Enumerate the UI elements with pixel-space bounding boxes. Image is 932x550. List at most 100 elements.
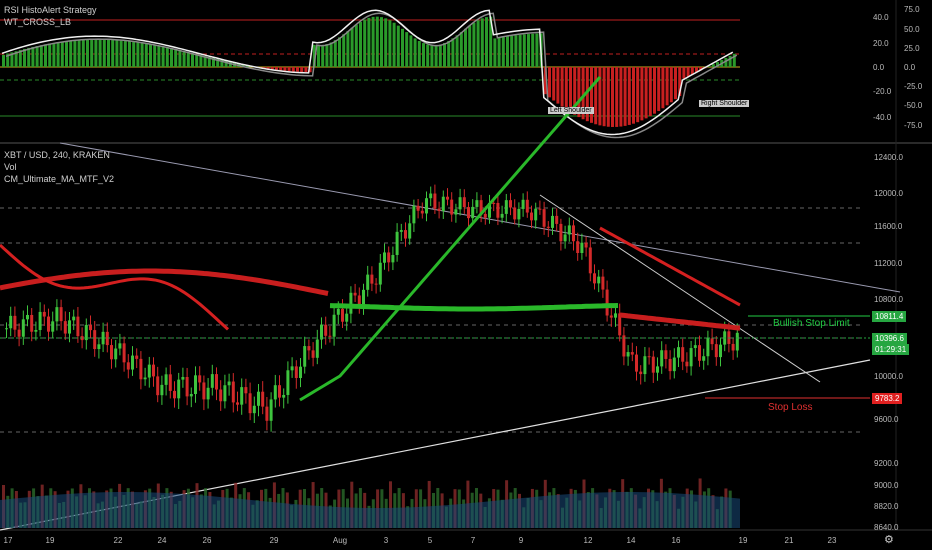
x-axis-label: 7 xyxy=(471,536,476,545)
candle-body xyxy=(601,276,605,290)
candle-body xyxy=(647,356,651,358)
osc-hist-bar xyxy=(279,67,283,71)
candle-body xyxy=(593,273,596,284)
osc-right-tick: -50.0 xyxy=(904,101,923,110)
candle-body xyxy=(210,374,214,388)
osc-hist-bar xyxy=(569,67,572,113)
osc-hist-bar xyxy=(39,45,43,67)
candle-body xyxy=(656,366,659,373)
candle-body xyxy=(370,274,374,284)
osc-hist-bar xyxy=(623,67,627,126)
osc-hist-bar xyxy=(199,55,203,67)
osc-hist-bar xyxy=(598,67,602,126)
osc-hist-bar xyxy=(354,24,358,67)
osc-hist-bar xyxy=(371,16,375,67)
osc-hist-bar xyxy=(182,51,186,67)
osc-hist-bar xyxy=(266,67,270,69)
gear-icon[interactable]: ⚙ xyxy=(884,534,894,546)
ma-long-green xyxy=(329,303,619,312)
candle-body xyxy=(13,315,17,330)
osc-hist-bar xyxy=(384,18,388,68)
osc-hist-bar xyxy=(241,64,245,67)
price-axis-tick: 11600.0 xyxy=(874,222,903,231)
osc-hist-bar xyxy=(619,67,623,127)
osc-hist-bar xyxy=(94,39,98,67)
candle-body xyxy=(660,350,664,367)
candle-body xyxy=(441,196,445,211)
x-axis-label: Aug xyxy=(333,536,347,545)
candle-body xyxy=(391,254,395,263)
candle-body xyxy=(324,324,328,336)
x-axis-label: 26 xyxy=(203,536,212,545)
osc-left-tick: -40.0 xyxy=(873,113,892,122)
osc-hist-bar xyxy=(615,67,619,127)
candle-body xyxy=(471,206,475,219)
volume-bar xyxy=(427,480,431,528)
candle-body xyxy=(114,348,118,360)
candle-body xyxy=(366,274,370,290)
osc-hist-bar xyxy=(426,44,430,67)
osc-hist-bar xyxy=(128,41,131,67)
osc-hist-bar xyxy=(388,20,392,68)
candle-body xyxy=(446,196,449,200)
osc-hist-bar xyxy=(317,45,320,67)
candle-body xyxy=(219,389,223,402)
candle-body xyxy=(492,202,496,204)
candle-body xyxy=(42,311,46,317)
osc-hist-bar xyxy=(686,67,690,77)
candle-body xyxy=(189,394,193,397)
osc-hist-bar xyxy=(107,39,110,67)
osc-hist-bar xyxy=(111,40,115,67)
osc-hist-bar xyxy=(464,28,467,67)
candle-body xyxy=(551,215,554,228)
candle-body xyxy=(433,193,437,209)
osc-hist-bar xyxy=(375,16,379,68)
price-axis-tick: 12000.0 xyxy=(874,189,903,198)
osc-hist-bar xyxy=(157,45,161,67)
candle-body xyxy=(517,208,521,220)
x-axis-label: 19 xyxy=(739,536,748,545)
candle-body xyxy=(206,387,210,400)
candle-body xyxy=(618,313,622,336)
osc-hist-bar xyxy=(489,16,493,67)
candle-body xyxy=(227,381,231,386)
osc-hist-bar xyxy=(665,67,669,106)
osc-hist-bar xyxy=(648,67,652,117)
candle-body xyxy=(467,207,470,219)
osc-hist-bar xyxy=(514,35,518,67)
osc-hist-bar xyxy=(212,57,215,67)
candle-body xyxy=(513,207,517,220)
osc-hist-bar xyxy=(661,67,665,109)
candle-body xyxy=(496,202,500,218)
osc-hist-bar xyxy=(468,25,472,68)
osc-right-tick: -25.0 xyxy=(904,82,923,91)
candle-body xyxy=(408,223,412,239)
osc-hist-bar xyxy=(216,58,220,67)
candle-body xyxy=(164,374,168,385)
price-tag-countdown: 01:29:31 xyxy=(872,344,910,355)
osc-hist-bar xyxy=(367,17,371,67)
candle-body xyxy=(614,313,617,318)
osc-hist-bar xyxy=(363,19,367,68)
osc-hist-bar xyxy=(413,38,417,67)
candle-body xyxy=(147,364,151,378)
osc-hist-bar xyxy=(6,53,10,67)
osc-hist-bar xyxy=(140,43,144,67)
candle-body xyxy=(546,226,550,228)
candle-body xyxy=(488,202,491,218)
candle-body xyxy=(588,247,592,274)
candle-body xyxy=(693,345,697,349)
candle-body xyxy=(374,283,378,285)
osc-hist-bar xyxy=(707,66,711,67)
candle-body xyxy=(580,242,584,254)
osc-hist-bar xyxy=(174,49,178,67)
candle-body xyxy=(504,200,508,214)
osc-hist-bar xyxy=(678,67,682,97)
candle-body xyxy=(395,231,399,255)
candle-body xyxy=(118,343,122,349)
x-axis-label: 24 xyxy=(158,536,167,545)
osc-hist-bar xyxy=(581,67,585,120)
osc-hist-bar xyxy=(23,48,26,67)
candle-body xyxy=(198,375,202,383)
